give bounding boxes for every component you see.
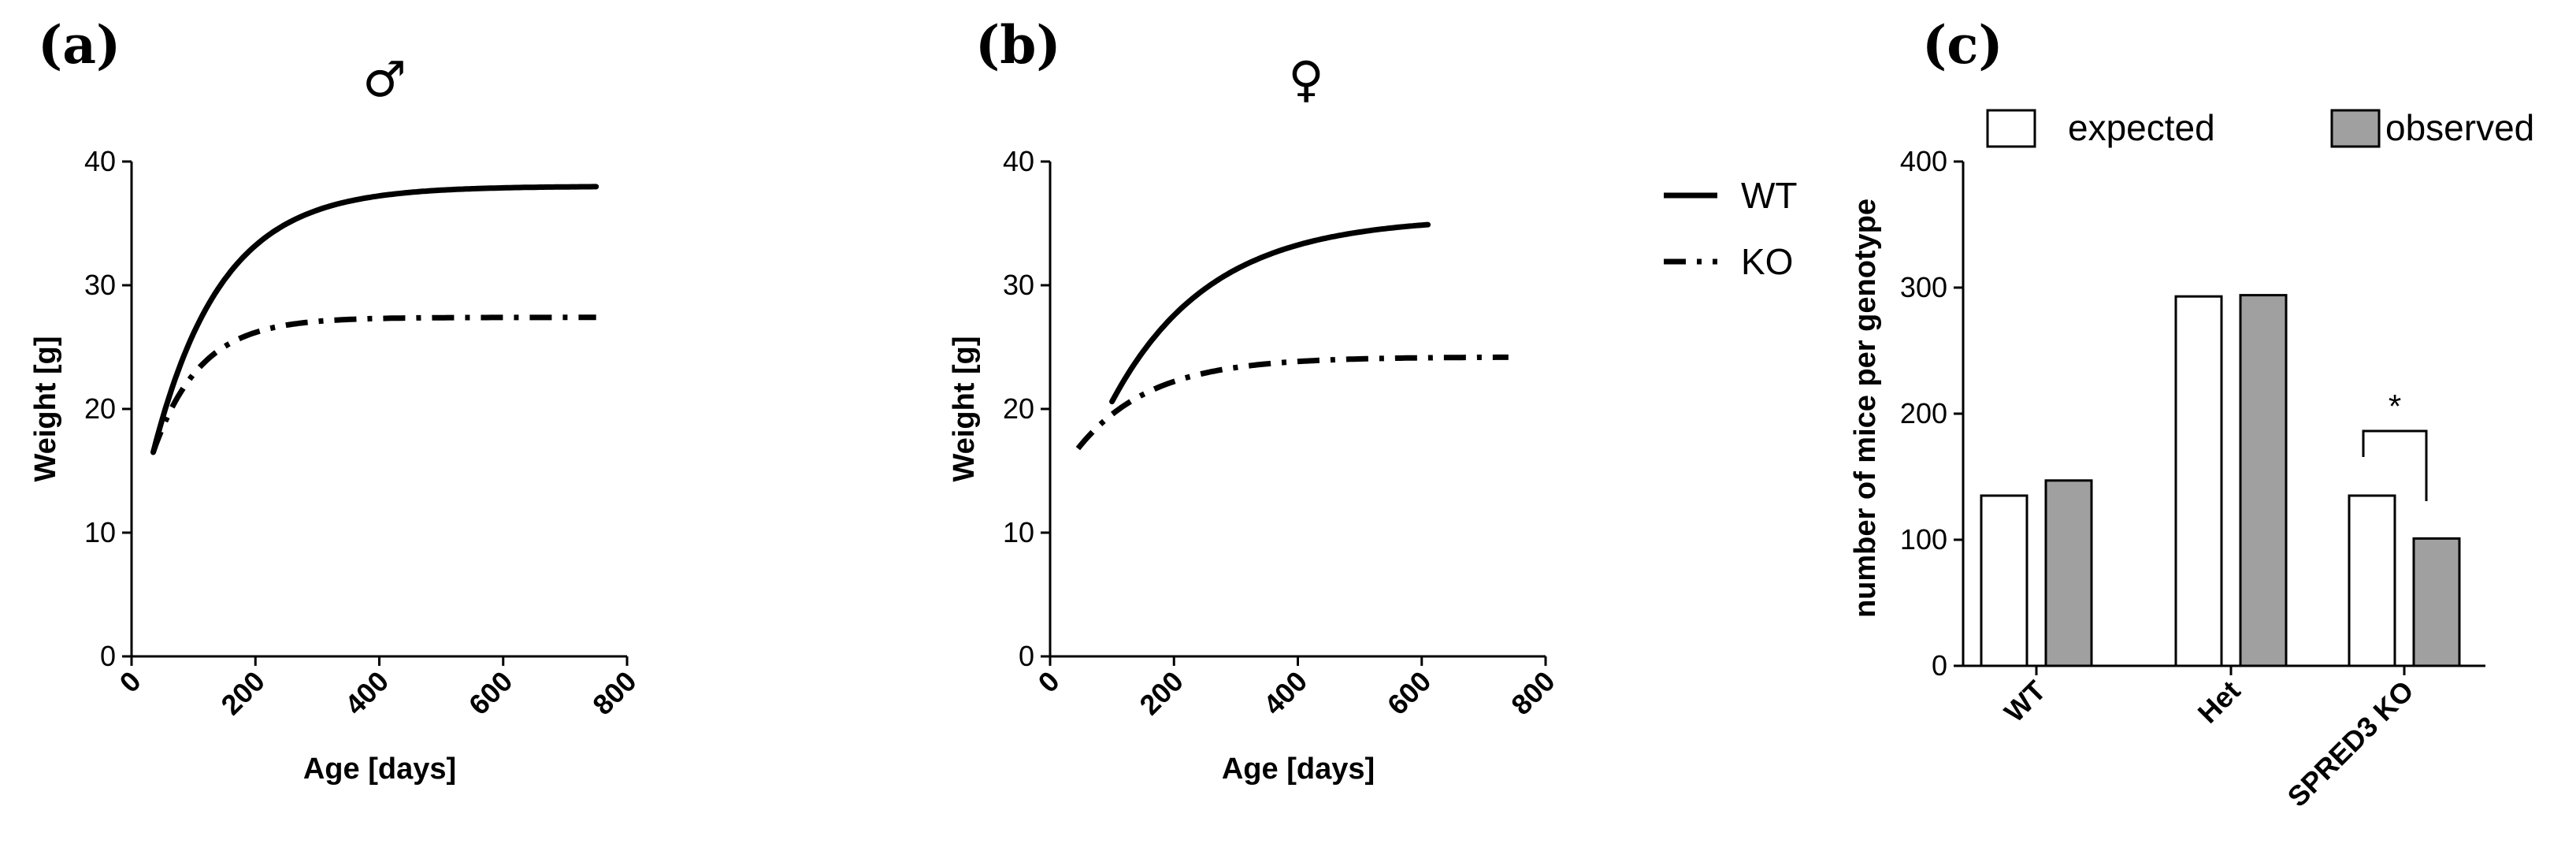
- panel-b-xtick-label: 200: [1133, 665, 1189, 721]
- panel-b-xtick-label: 400: [1257, 665, 1313, 721]
- bar-expected-spred3-ko: [2348, 494, 2396, 667]
- panel-b-xtick-label: 600: [1381, 665, 1437, 721]
- panel-a-ytick-label: 0: [100, 640, 116, 672]
- panel-b-label: (b): [975, 14, 1061, 76]
- panel-a-ytick-label: 40: [84, 145, 116, 177]
- legend-expected-label: expected: [2068, 107, 2215, 148]
- panel-b-ytick-label: 0: [1019, 640, 1034, 672]
- legend-observed-swatch: [2330, 109, 2381, 148]
- panel-c-xtick-label: SPRED3 KO: [2281, 674, 2420, 813]
- line-legend: WT KO: [1664, 175, 1798, 282]
- panel-c-ytick-label: 100: [1900, 523, 1947, 556]
- panel-b-ytick-label: 10: [1003, 516, 1034, 548]
- panel-c: (c) expected observed 0 100 200 300 400 WT He…: [1849, 14, 2534, 813]
- panel-a-x-axis-title: Age [days]: [303, 753, 456, 786]
- panel-b-x-ticks: 0 200 400 600 800: [1032, 656, 1561, 721]
- panel-c-xtick-label: WT: [1998, 674, 2052, 729]
- panel-a-y-axis-title: Weight [g]: [29, 336, 62, 481]
- panel-a-y-ticks: 0 10 20 30 40: [84, 145, 132, 672]
- legend-expected-swatch: [1986, 109, 2036, 148]
- panel-a-wt-line: [150, 184, 599, 455]
- panel-b-y-ticks: 0 10 20 30 40: [1003, 145, 1050, 672]
- panel-b-ytick-label: 30: [1003, 269, 1034, 301]
- panel-b-xtick-label: 800: [1505, 665, 1561, 721]
- panel-c-x-ticks: WT Het SPRED3 KO: [1998, 666, 2420, 813]
- legend-wt-label: WT: [1741, 175, 1798, 216]
- panel-a-xtick-label: 800: [586, 665, 642, 721]
- bar-expected-het: [2174, 295, 2223, 667]
- panel-b-title-female-symbol: ♀: [1288, 50, 1323, 108]
- panel-c-ytick-label: 0: [1932, 649, 1947, 682]
- panel-a-xtick-label: 400: [339, 665, 395, 721]
- panel-b-y-axis-title: Weight [g]: [948, 336, 981, 481]
- panel-a-xtick-label: 600: [462, 665, 518, 721]
- panel-c-y-ticks: 0 100 200 300 400: [1900, 145, 1963, 682]
- panel-a-x-ticks: 0 200 400 600 800: [113, 656, 643, 721]
- panel-a-ko-line: [150, 314, 596, 454]
- panel-c-ytick-label: 300: [1900, 271, 1947, 303]
- bar-expected-wt: [1980, 494, 2029, 667]
- panel-a-xtick-label: 0: [113, 665, 147, 699]
- panel-a-xtick-label: 200: [214, 665, 270, 721]
- panel-a-label: (a): [38, 14, 121, 76]
- panel-b-xtick-label: 0: [1032, 665, 1066, 699]
- panel-b-wt-line: [1109, 221, 1431, 405]
- panel-a-ytick-label: 10: [84, 516, 116, 548]
- significance-asterisk: *: [2389, 388, 2401, 425]
- panel-c-xtick-label: Het: [2192, 674, 2247, 730]
- panel-a-title-male-symbol: ♂: [362, 50, 406, 108]
- panel-a: (a) ♂ 0 10 20 30 40 0 200 400 600 800 Weight [g]…: [29, 14, 643, 786]
- bar-observed-spred3-ko: [2412, 537, 2461, 667]
- panel-b-ytick-label: 20: [1003, 392, 1034, 425]
- panel-b-ytick-label: 40: [1003, 145, 1034, 177]
- panel-c-bars: [1980, 294, 2461, 667]
- panel-b: (b) ♀ 0 10 20 30 40 0 200 400 600 800 Weight [g]…: [948, 14, 1561, 786]
- legend-ko-label: KO: [1741, 241, 1793, 282]
- legend-observed-label: observed: [2385, 107, 2534, 148]
- panel-c-ytick-label: 400: [1900, 145, 1947, 177]
- panel-c-ytick-label: 200: [1900, 397, 1947, 429]
- bar-observed-wt: [2044, 479, 2093, 667]
- panel-a-ytick-label: 30: [84, 269, 116, 301]
- panel-b-ko-line: [1075, 354, 1509, 451]
- panel-b-x-axis-title: Age [days]: [1222, 753, 1375, 786]
- panel-c-label: (c): [1922, 14, 2003, 76]
- significance-bracket: [2362, 429, 2428, 501]
- bar-observed-het: [2239, 294, 2288, 667]
- panel-c-y-axis-title: number of mice per genotype: [1849, 199, 1882, 618]
- panel-a-ytick-label: 20: [84, 392, 116, 425]
